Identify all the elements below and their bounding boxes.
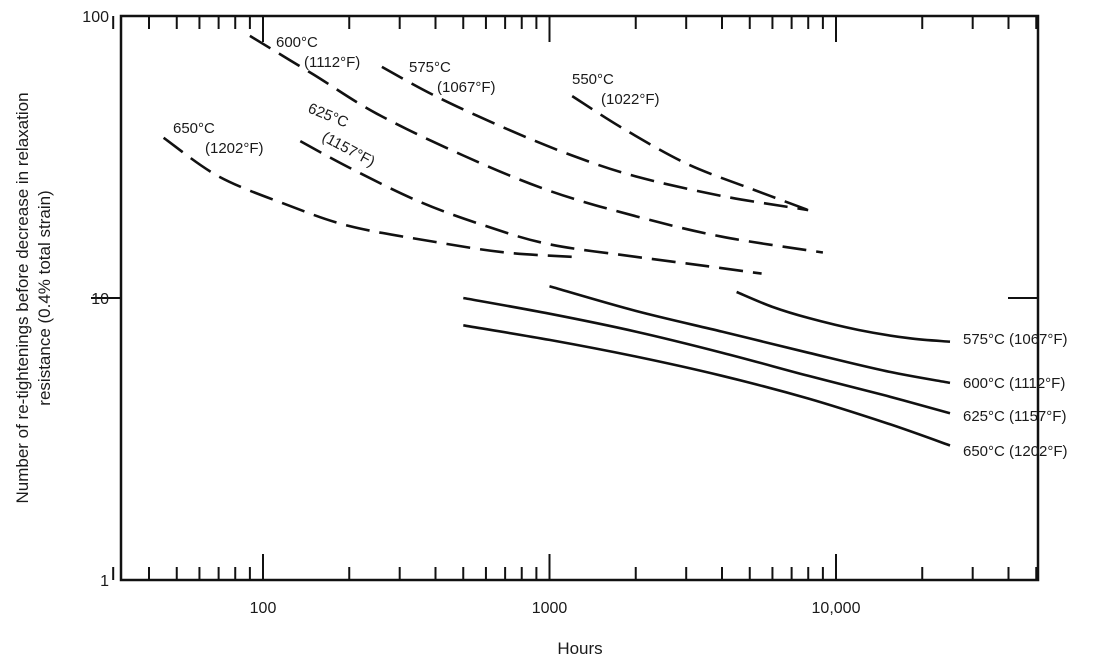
labels: Hours Number of re-tightenings before de… xyxy=(13,9,1068,658)
curve-label-5: 575°C (1067°F) xyxy=(963,331,1068,348)
curve-label-4-line-1: 625°C xyxy=(306,100,351,132)
curve-label-6: 600°C (1112°F) xyxy=(963,375,1065,392)
curve-label-1-line-2: (1067°F) xyxy=(437,79,496,96)
solid-curve-5 xyxy=(736,290,951,343)
plot-frame xyxy=(119,14,1040,582)
x-axis-title: Hours xyxy=(557,639,602,658)
dashed-curve-0 xyxy=(249,34,824,254)
axis-ticks xyxy=(91,16,1038,580)
solid-curve-7 xyxy=(463,296,951,415)
curve-label-3-line-2: (1202°F) xyxy=(205,140,264,157)
curve-label-3-line-1: 650°C xyxy=(173,120,215,137)
y-axis-title-line-2: resistance (0.4% total strain) xyxy=(35,190,54,405)
curve-label-8: 650°C (1202°F) xyxy=(963,443,1068,460)
curve-label-7: 625°C (1157°F) xyxy=(963,408,1066,425)
dashed-curve-3 xyxy=(162,136,573,259)
y-tick-label: 1 xyxy=(100,573,109,590)
curve-label-0-line-1: 600°C xyxy=(276,34,318,51)
solid-curve-6 xyxy=(549,285,951,385)
y-tick-label: 100 xyxy=(82,9,109,26)
dashed-curve-1 xyxy=(381,65,809,212)
y-tick-label: 10 xyxy=(91,291,109,308)
curve-label-4-line-2: (1157°F) xyxy=(319,129,378,171)
series-lines xyxy=(162,34,951,447)
x-tick-label: 10,000 xyxy=(812,600,861,617)
x-tick-label: 1000 xyxy=(532,600,568,617)
curve-label-1-line-1: 575°C xyxy=(409,59,451,76)
dashed-curve-2 xyxy=(571,95,809,212)
dashed-curve-4 xyxy=(299,139,762,275)
curve-label-2-line-2: (1022°F) xyxy=(601,91,660,108)
x-tick-label: 100 xyxy=(250,600,277,617)
y-axis-title-line-1: Number of re-tightenings before decrease… xyxy=(13,92,32,503)
solid-curve-8 xyxy=(463,324,951,447)
curve-label-0-line-2: (1112°F) xyxy=(304,54,360,71)
curve-label-2-line-1: 550°C xyxy=(572,71,614,88)
